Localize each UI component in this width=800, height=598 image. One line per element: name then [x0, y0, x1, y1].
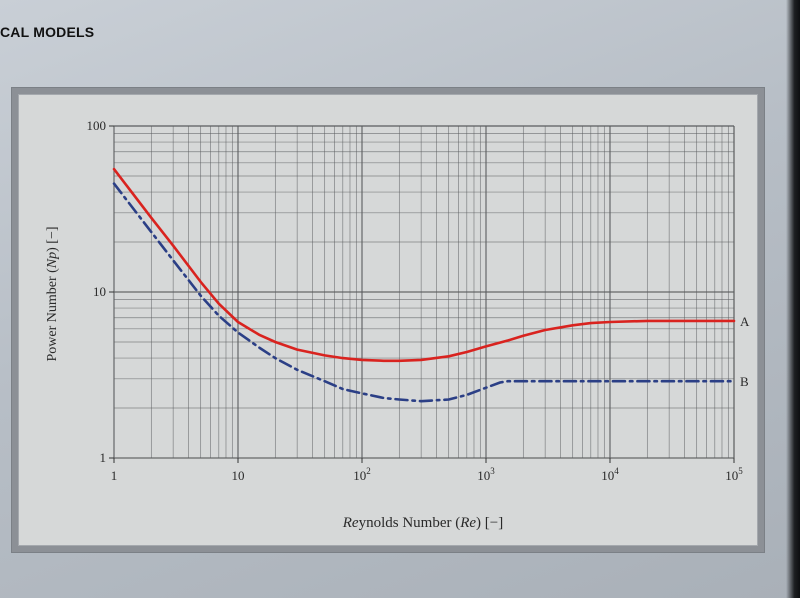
- series-A-line: [112, 167, 736, 363]
- y-tick-label: 10: [93, 284, 106, 299]
- series-A-label: A: [740, 314, 750, 329]
- curve-layer: [112, 167, 736, 403]
- y-axis-title: Power Number (Np) [−]: [45, 226, 60, 361]
- x-tick-label: 102: [353, 466, 371, 483]
- y-tick-label: 100: [87, 118, 107, 133]
- x-tick-label: 103: [477, 466, 495, 483]
- y-tick-label: 1: [100, 450, 107, 465]
- grid-layer: [113, 125, 735, 459]
- x-tick-label: 105: [725, 466, 743, 483]
- x-tick-label: 10: [232, 468, 245, 483]
- book-edge-shadow: [786, 0, 800, 598]
- x-axis-title: Reynolds Number (Re) [−]: [342, 515, 504, 531]
- series-label-layer: AB: [740, 314, 750, 389]
- series-B-label: B: [740, 374, 749, 389]
- series-B-line: [112, 182, 736, 403]
- x-tick-label: 104: [601, 466, 619, 483]
- x-tick-label: 1: [111, 468, 118, 483]
- running-header: CAL MODELS: [0, 24, 95, 40]
- tick-layer: 1 10 102 103 104 105 1 10 100: [87, 118, 744, 483]
